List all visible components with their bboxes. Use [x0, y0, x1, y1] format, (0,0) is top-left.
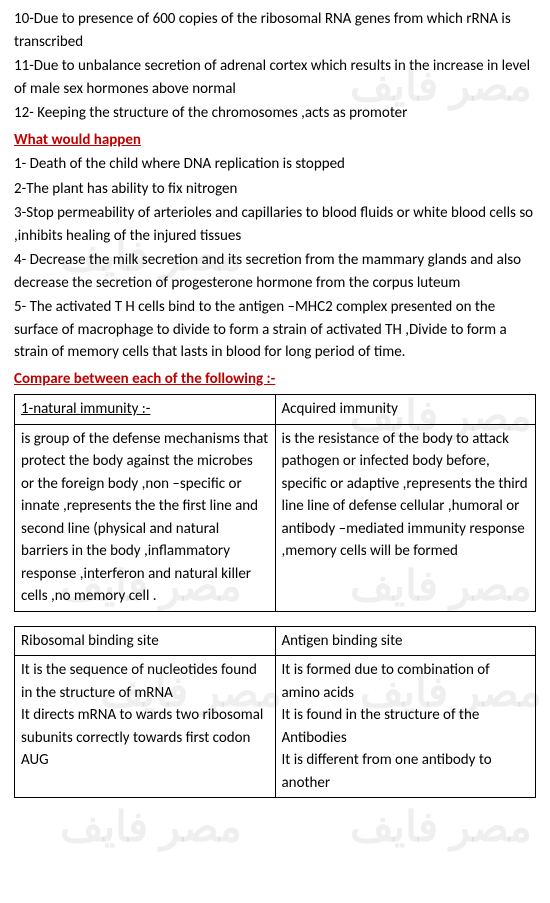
intro-item: 10-Due to presence of 600 copies of the …	[14, 8, 536, 53]
watermark: مصر فايف	[350, 795, 532, 858]
heading-compare: Compare between each of the following :-	[14, 368, 536, 391]
table-cell: Acquired immunity	[275, 395, 536, 425]
table-cell: It is formed due to combination of amino…	[275, 656, 536, 798]
heading-what-would-happen: What would happen	[14, 129, 536, 152]
table-cell: Antigen binding site	[275, 626, 536, 656]
table-cell: It is the sequence of nucleotides found …	[15, 656, 276, 798]
table-cell: is the resistance of the body to attack …	[275, 424, 536, 611]
section1-item: 1- Death of the child where DNA replicat…	[14, 153, 536, 176]
watermark: مصر فايف	[60, 795, 242, 858]
section1-item: 3-Stop permeability of arterioles and ca…	[14, 202, 536, 247]
section1-item: 2-The plant has ability to fix nitrogen	[14, 178, 536, 201]
section1-item: 4- Decrease the milk secretion and its s…	[14, 249, 536, 294]
section1-item: 5- The activated T H cells bind to the a…	[14, 296, 536, 364]
table-cell: is group of the defense mechanisms that …	[15, 424, 276, 611]
table-cell: 1-natural immunity :-	[15, 395, 276, 425]
intro-item: 11-Due to unbalance secretion of adrenal…	[14, 55, 536, 100]
table-header-text: 1-natural immunity :-	[21, 400, 150, 418]
intro-item: 12- Keeping the structure of the chromos…	[14, 102, 536, 125]
table-cell: Ribosomal binding site	[15, 626, 276, 656]
table-immunity: 1-natural immunity :- Acquired immunity …	[14, 394, 536, 612]
table-binding-site: Ribosomal binding site Antigen binding s…	[14, 626, 536, 799]
